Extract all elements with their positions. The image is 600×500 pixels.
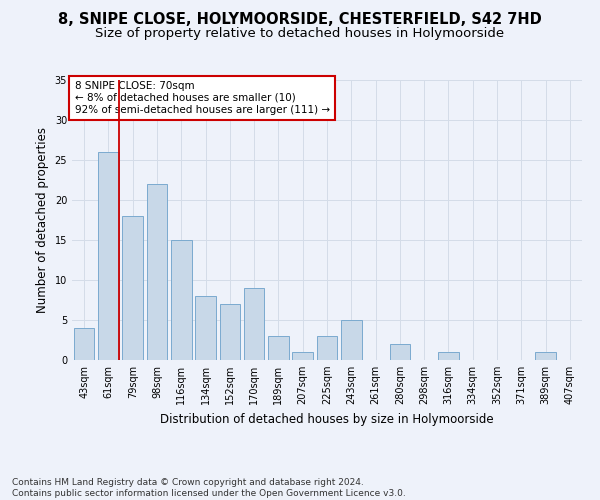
Bar: [341, 320, 362, 360]
Bar: [268, 336, 289, 360]
X-axis label: Distribution of detached houses by size in Holymoorside: Distribution of detached houses by size …: [160, 412, 494, 426]
Text: 8 SNIPE CLOSE: 70sqm
← 8% of detached houses are smaller (10)
92% of semi-detach: 8 SNIPE CLOSE: 70sqm ← 8% of detached ho…: [74, 82, 329, 114]
Bar: [535, 352, 556, 360]
Text: Contains HM Land Registry data © Crown copyright and database right 2024.
Contai: Contains HM Land Registry data © Crown c…: [12, 478, 406, 498]
Bar: [146, 184, 167, 360]
Text: 8, SNIPE CLOSE, HOLYMOORSIDE, CHESTERFIELD, S42 7HD: 8, SNIPE CLOSE, HOLYMOORSIDE, CHESTERFIE…: [58, 12, 542, 28]
Bar: [292, 352, 313, 360]
Bar: [389, 344, 410, 360]
Bar: [195, 296, 216, 360]
Bar: [122, 216, 143, 360]
Bar: [244, 288, 265, 360]
Bar: [74, 328, 94, 360]
Bar: [98, 152, 119, 360]
Bar: [438, 352, 459, 360]
Bar: [317, 336, 337, 360]
Y-axis label: Number of detached properties: Number of detached properties: [36, 127, 49, 313]
Bar: [171, 240, 191, 360]
Text: Size of property relative to detached houses in Holymoorside: Size of property relative to detached ho…: [95, 28, 505, 40]
Bar: [220, 304, 240, 360]
